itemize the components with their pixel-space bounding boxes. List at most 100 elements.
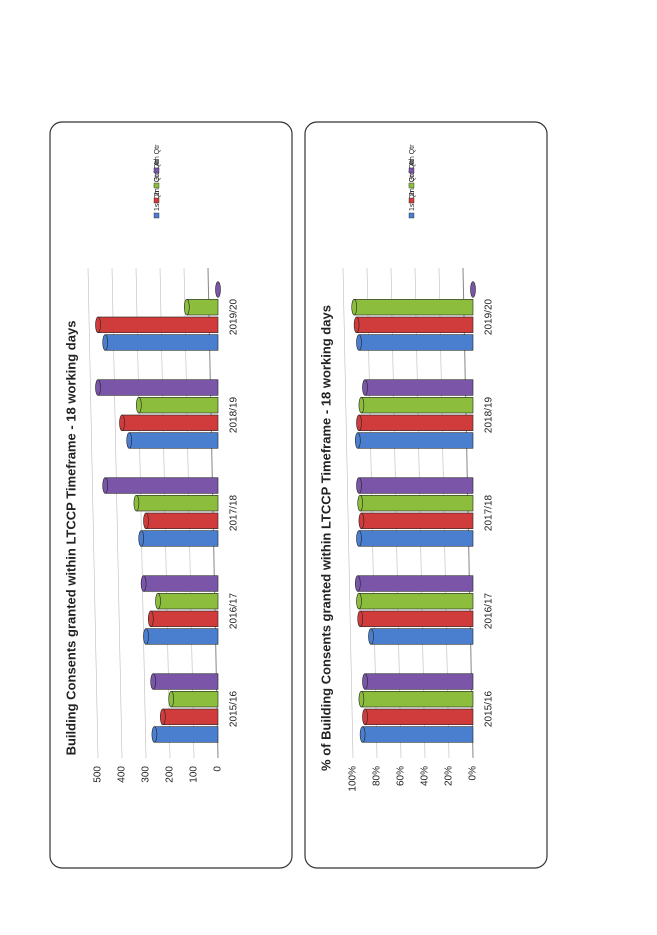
bar: [186, 299, 219, 316]
x-tick-label: 2016/17: [484, 592, 495, 629]
bar: [121, 414, 219, 431]
bar-cap: [356, 334, 362, 351]
bar-cap: [358, 397, 365, 414]
y-tick-label: 300: [141, 766, 152, 783]
bar-cap: [359, 726, 366, 743]
x-tick-label: 2019/20: [484, 298, 495, 335]
bar-cap: [357, 610, 364, 627]
chart: % of Building Consents granted within LT…: [318, 144, 494, 792]
bar-cap: [184, 299, 190, 316]
bar: [364, 708, 474, 725]
legend-swatch: [153, 197, 160, 204]
bar: [157, 593, 219, 610]
bar: [359, 495, 474, 512]
bar-cap: [354, 575, 361, 592]
grid-line: [87, 267, 99, 759]
bar: [357, 575, 474, 592]
bar: [140, 530, 219, 547]
x-tick-label: 2017/18: [229, 494, 240, 531]
bar-cap: [470, 281, 476, 298]
legend-label: 4th Qtr: [154, 144, 161, 166]
bar-cap: [138, 530, 144, 547]
bar: [358, 477, 474, 494]
bar-cap: [362, 379, 368, 396]
bar: [364, 673, 474, 690]
y-tick-label: 400: [117, 766, 128, 783]
bar: [143, 575, 219, 592]
y-tick-label: 20%: [444, 766, 455, 786]
legend-label: 4th Qtr: [409, 144, 416, 166]
bar-cap: [356, 530, 362, 547]
bar: [358, 334, 474, 351]
legend-swatch: [153, 182, 160, 189]
grid-line: [342, 267, 354, 759]
bar-cap: [95, 316, 101, 333]
bar: [150, 610, 219, 627]
bar: [359, 610, 474, 627]
legend-swatch: [408, 197, 415, 204]
x-tick-label: 2018/19: [484, 396, 495, 433]
y-tick-label: 40%: [420, 766, 431, 786]
chart-title: Building Consents granted within LTCCP T…: [63, 321, 78, 756]
bar-cap: [358, 691, 365, 708]
bar-cap: [102, 334, 109, 351]
bar: [104, 477, 219, 494]
bar-cap: [126, 432, 132, 449]
bar-cap: [362, 673, 368, 690]
bar-cap: [215, 281, 221, 298]
bar-cap: [357, 495, 364, 512]
bar-cap: [150, 673, 156, 690]
bar-cap: [368, 628, 374, 645]
bar-cap: [133, 495, 140, 512]
bar: [361, 512, 474, 529]
bar: [152, 673, 219, 690]
bar-cap: [143, 512, 149, 529]
bar-cap: [356, 593, 362, 610]
bar: [128, 432, 219, 449]
bar-cap: [351, 299, 358, 316]
bar-cap: [140, 575, 147, 592]
chart-frame: [49, 121, 293, 869]
x-tick-label: 2015/16: [229, 690, 240, 727]
legend-swatch: [153, 167, 160, 174]
chart-title: % of Building Consents granted within LT…: [318, 305, 333, 771]
bar: [370, 628, 474, 645]
x-tick-label: 2019/20: [229, 298, 240, 335]
bar: [136, 495, 219, 512]
x-tick-label: 2017/18: [484, 494, 495, 531]
x-tick-label: 2015/16: [484, 690, 495, 727]
y-tick-label: 500: [93, 766, 104, 783]
bar: [145, 628, 219, 645]
bar: [97, 316, 219, 333]
bar: [361, 397, 474, 414]
legend-swatch: [408, 182, 415, 189]
bar: [364, 379, 474, 396]
y-tick-label: 80%: [372, 766, 383, 786]
y-tick-label: 100: [189, 766, 200, 783]
bar-cap: [160, 708, 166, 725]
bar-cap: [119, 414, 125, 431]
bar: [357, 432, 474, 449]
bar-cap: [168, 691, 174, 708]
bar: [362, 726, 474, 743]
y-tick-label: 0%: [468, 766, 479, 781]
y-tick-label: 60%: [396, 766, 407, 786]
legend-swatch: [153, 212, 160, 219]
x-tick-label: 2016/17: [229, 592, 240, 629]
bar-cap: [354, 432, 361, 449]
bar: [162, 708, 219, 725]
bar: [361, 691, 474, 708]
bar-cap: [95, 379, 101, 396]
bar: [104, 334, 219, 351]
bar-cap: [358, 512, 365, 529]
y-tick-label: 200: [165, 766, 176, 783]
x-tick-label: 2018/19: [229, 396, 240, 433]
bar-cap: [155, 593, 161, 610]
bar: [358, 530, 474, 547]
chart: Building Consents granted within LTCCP T…: [63, 144, 239, 783]
bar-cap: [148, 610, 154, 627]
bar: [154, 726, 219, 743]
legend-swatch: [408, 167, 415, 174]
y-tick-label: 0: [213, 766, 224, 772]
